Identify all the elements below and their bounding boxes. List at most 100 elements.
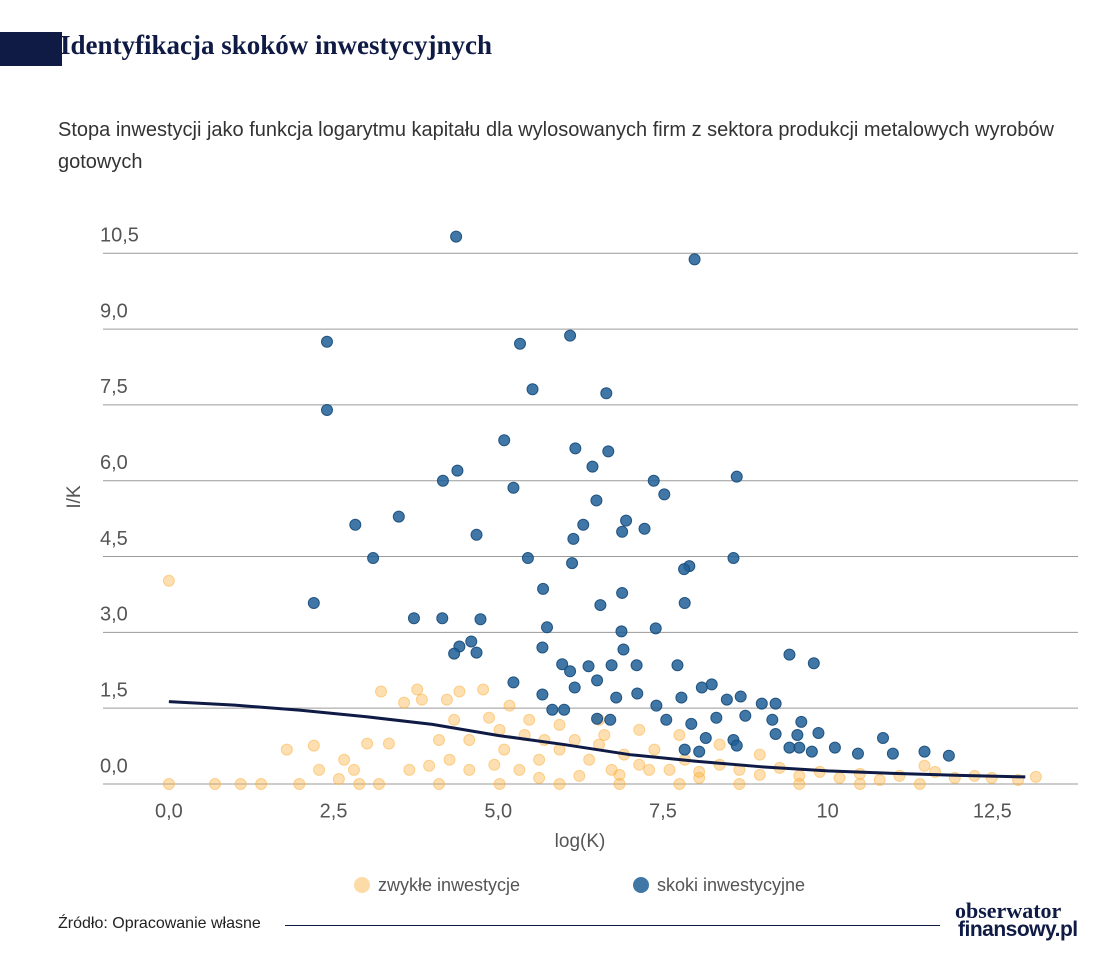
point <box>753 768 766 781</box>
y-tick-label: 9,0 <box>100 300 128 322</box>
point <box>739 709 752 722</box>
point <box>631 687 644 700</box>
point <box>828 741 841 754</box>
point <box>523 713 536 726</box>
point <box>568 681 581 694</box>
point <box>791 728 804 741</box>
point <box>812 726 825 739</box>
point <box>320 403 333 416</box>
x-axis-label: log(K) <box>555 831 606 852</box>
point <box>769 697 782 710</box>
point <box>537 582 550 595</box>
point <box>382 737 395 750</box>
point <box>338 753 351 766</box>
point <box>591 674 604 687</box>
point <box>398 696 411 709</box>
point <box>643 763 656 776</box>
point <box>280 743 293 756</box>
legend-label: skoki inwestycyjne <box>657 875 805 895</box>
point <box>671 659 684 672</box>
point <box>582 660 595 673</box>
point <box>633 723 646 736</box>
point <box>448 713 461 726</box>
point <box>463 734 476 747</box>
point <box>436 474 449 487</box>
point <box>556 658 569 671</box>
point <box>730 739 743 752</box>
point <box>208 778 221 790</box>
point <box>503 699 516 712</box>
point <box>514 337 527 350</box>
y-tick-label: 4,5 <box>100 528 128 550</box>
point <box>853 767 866 780</box>
point <box>650 699 663 712</box>
point <box>536 641 549 654</box>
point <box>886 747 899 760</box>
point <box>673 728 686 741</box>
point <box>432 778 445 790</box>
point <box>162 574 175 587</box>
point <box>432 734 445 747</box>
legend-marker <box>633 877 649 893</box>
point <box>1029 770 1042 783</box>
point <box>727 552 740 565</box>
point <box>805 745 818 758</box>
point <box>353 778 366 790</box>
point <box>699 732 712 745</box>
point <box>307 739 320 752</box>
point <box>647 474 660 487</box>
point <box>566 557 579 570</box>
point <box>693 745 706 758</box>
point <box>567 532 580 545</box>
point <box>918 759 931 772</box>
point <box>573 769 586 782</box>
point <box>620 514 633 527</box>
point <box>423 759 436 772</box>
point <box>498 743 511 756</box>
point <box>568 734 581 747</box>
point <box>361 737 374 750</box>
y-tick-label: 6,0 <box>100 452 128 474</box>
point <box>730 470 743 483</box>
legend-marker <box>354 877 370 893</box>
point <box>463 763 476 776</box>
point <box>851 747 864 760</box>
point <box>673 778 686 790</box>
point <box>488 758 501 771</box>
point <box>493 778 506 790</box>
point <box>793 741 806 754</box>
point <box>675 691 688 704</box>
point <box>688 253 701 266</box>
point <box>255 778 268 790</box>
point <box>477 683 490 696</box>
point <box>307 597 320 610</box>
source-rule <box>285 925 940 926</box>
y-tick-label: 10,5 <box>100 225 139 247</box>
point <box>769 727 782 740</box>
point <box>483 711 496 724</box>
point <box>833 771 846 784</box>
point <box>507 481 520 494</box>
point <box>569 442 582 455</box>
point <box>474 613 487 626</box>
point <box>332 772 345 785</box>
point <box>521 552 534 565</box>
point <box>605 659 618 672</box>
x-tick-label: 2,5 <box>320 800 348 822</box>
point <box>678 563 691 576</box>
point <box>616 586 629 599</box>
point <box>507 676 520 689</box>
point <box>648 743 661 756</box>
point <box>602 445 615 458</box>
point <box>617 643 630 656</box>
point <box>613 778 626 790</box>
y-axis-label: I/K <box>64 485 85 509</box>
point <box>783 741 796 754</box>
x-tick-label: 5,0 <box>484 800 512 822</box>
y-tick-label: 0,0 <box>100 755 128 777</box>
point <box>293 778 306 790</box>
point <box>443 753 456 766</box>
point <box>591 712 604 725</box>
point <box>373 778 386 790</box>
